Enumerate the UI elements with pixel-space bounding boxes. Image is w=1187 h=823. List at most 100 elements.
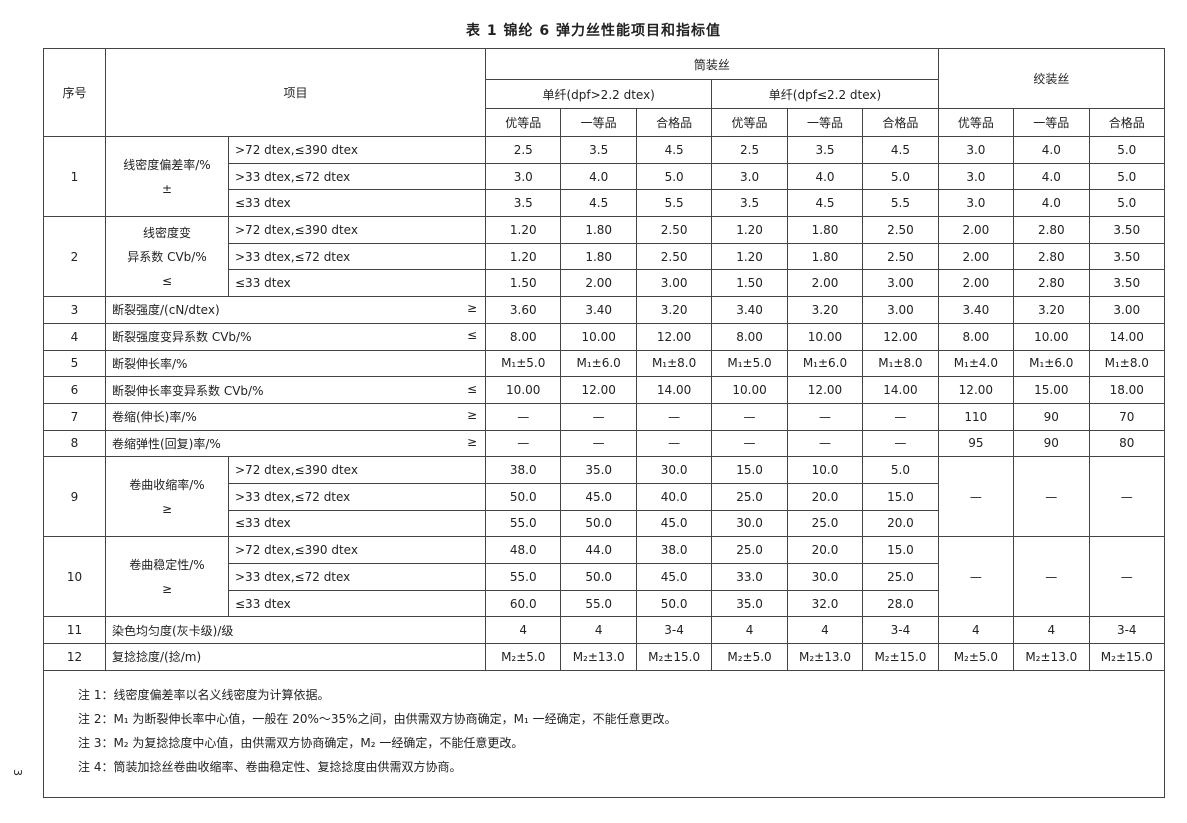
value-cell: M₁±6.0 [560, 349, 637, 378]
value-cell: M₂±5.0 [711, 643, 788, 671]
row-number: 4 [43, 322, 106, 351]
value-cell: 10.00 [711, 376, 788, 404]
value-cell: 5.5 [862, 189, 939, 218]
item-label: 断裂强度变异系数 CVb/% ≤ [104, 322, 487, 351]
page-number: 3 [11, 769, 24, 776]
item-text: 卷缩弹性(回复)率/% [112, 436, 221, 451]
value-cell: 32.0 [786, 589, 864, 618]
value-cell: M₂±13.0 [1013, 643, 1090, 671]
value-cell: 3.5 [786, 136, 864, 164]
row-number: 1 [43, 135, 106, 218]
value-cell: 4.0 [1013, 136, 1090, 164]
value-cell: 3.00 [1088, 296, 1166, 324]
value-cell: 90 [1013, 429, 1090, 458]
value-cell: 8.00 [711, 322, 788, 351]
value-cell: M₁±8.0 [1088, 349, 1166, 378]
value-cell: 1.50 [711, 269, 788, 298]
value-cell: 10.00 [560, 322, 637, 351]
table-row: 10 卷曲稳定性/% ≥ >72 dtex,≤390 dtex 48.0 44.0 38.… [43, 536, 1166, 618]
comparison-symbol: ≥ [466, 434, 478, 449]
value-cell: 8.00 [485, 322, 562, 351]
value-cell: 45.0 [635, 509, 713, 538]
header-mono1: 单纤(dpf>2.2 dtex) [485, 79, 713, 109]
table-row: >33 dtex,≤72 dtex 3.0 4.0 5.0 3.0 4.0 5.0 3.0 4.… [44, 162, 1166, 191]
value-cell: 4.0 [1013, 189, 1090, 218]
sub-item-label: >72 dtex,≤390 dtex [227, 536, 487, 564]
table-row: >33 dtex,≤72 dtex 55.0 50.0 45.0 33.0 30.0 25.… [44, 563, 1165, 591]
sub-item-label: >33 dtex,≤72 dtex [227, 162, 487, 191]
sub-item-label: ≤33 dtex [227, 509, 487, 538]
value-cell: 45.0 [560, 482, 637, 511]
value-cell: — [1013, 536, 1090, 618]
value-cell: 48.0 [485, 536, 562, 564]
value-cell: 1.80 [560, 216, 637, 244]
value-cell: 4 [786, 616, 864, 645]
value-cell: 5.0 [1088, 189, 1166, 218]
value-cell: 35.0 [560, 456, 637, 484]
value-cell: 12.00 [937, 376, 1015, 404]
value-cell: 3.00 [635, 269, 713, 298]
value-cell: 10.00 [786, 322, 864, 351]
table-row: ≤33 dtex 1.50 2.00 3.00 1.50 2.00 3.00 2.00 2.80… [44, 269, 1166, 298]
notes: 注 1：线密度偏差率以名义线密度为计算依据。注 2：M₁ 为断裂伸长率中心值，一… [43, 669, 1165, 798]
value-cell: 1.50 [485, 269, 562, 298]
value-cell: 25.0 [711, 482, 788, 511]
header-hank: 绞装丝 [937, 48, 1166, 109]
value-cell: 60.0 [485, 589, 562, 618]
item-label: 断裂伸长率/% [104, 349, 487, 378]
item-label: 卷缩弹性(回复)率/% ≥ [104, 429, 487, 458]
row-number: 9 [43, 456, 106, 538]
table-row: 12 复捻捻度/(捻/m) M₂±5.0 M₂±13.0 M₂±15.0 M₂±5.0 M₂… [43, 643, 1166, 671]
value-cell: 1.20 [711, 242, 788, 271]
value-cell: 110 [937, 402, 1015, 431]
value-cell: 4.5 [560, 189, 637, 218]
item-text: 卷缩(伸长)率/% [112, 410, 197, 425]
value-cell: 10.00 [485, 376, 562, 404]
sub-item-label: >72 dtex,≤390 dtex [227, 456, 487, 484]
value-cell: 14.00 [1088, 322, 1166, 351]
value-cell: 38.0 [635, 536, 713, 564]
header-grade: 一等品 [560, 108, 637, 137]
value-cell: — [786, 402, 864, 431]
value-cell: 15.00 [1013, 376, 1090, 404]
value-cell: 1.20 [485, 216, 562, 244]
value-cell: 30.0 [635, 456, 713, 484]
header-grade: 一等品 [786, 108, 864, 137]
table-title: 表 1 锦纶 6 弹力丝性能项目和指标值 [466, 23, 721, 39]
row-number: 8 [43, 429, 106, 458]
value-cell: 3.5 [485, 189, 562, 218]
table-row: 8 卷缩弹性(回复)率/% ≥ — — — — — —95 90 80 [43, 429, 1166, 458]
value-cell: 10.0 [786, 456, 864, 484]
row-number: 3 [43, 296, 106, 324]
table-row: 9 卷曲收缩率/% ≥ >72 dtex,≤390 dtex 38.0 35.0 30.0… [43, 456, 1166, 538]
value-cell: 25.0 [862, 563, 939, 591]
header-row: 优等品 一等品 合格品 优等品 一等品 合格品 优等品 一等品 合格品 [44, 108, 1166, 137]
value-cell: — [485, 429, 562, 458]
header-mono2: 单纤(dpf≤2.2 dtex) [711, 79, 939, 109]
value-cell: 45.0 [635, 563, 713, 591]
value-cell: 12.00 [635, 322, 713, 351]
value-cell: 4.5 [635, 136, 713, 164]
value-cell: 3.0 [937, 189, 1015, 218]
value-cell: — [635, 402, 713, 431]
value-cell: 4 [560, 616, 637, 645]
comparison-symbol: ≥ [466, 408, 478, 423]
value-cell: 3-4 [635, 616, 713, 645]
row-number: 12 [43, 643, 106, 671]
value-cell: 3.0 [937, 162, 1015, 191]
value-cell: M₁±6.0 [786, 349, 864, 378]
value-cell: 3.40 [560, 296, 637, 324]
value-cell: 3.20 [786, 296, 864, 324]
value-cell: 3.0 [937, 136, 1015, 164]
value-cell: 3.50 [1088, 216, 1166, 244]
comparison-symbol: ≥ [466, 301, 478, 316]
sub-item-label: >72 dtex,≤390 dtex [227, 216, 487, 244]
value-cell: 2.80 [1013, 216, 1090, 244]
row-number: 6 [43, 376, 106, 404]
value-cell: M₂±15.0 [1088, 643, 1166, 671]
value-cell: 2.5 [485, 136, 562, 164]
value-cell: — [786, 429, 864, 458]
header-row: 序号 项目 筒装丝 绞装丝 [43, 48, 1166, 137]
item-label: 断裂强度/(cN/dtex) ≥ [104, 296, 487, 324]
value-cell: 4 [937, 616, 1015, 645]
